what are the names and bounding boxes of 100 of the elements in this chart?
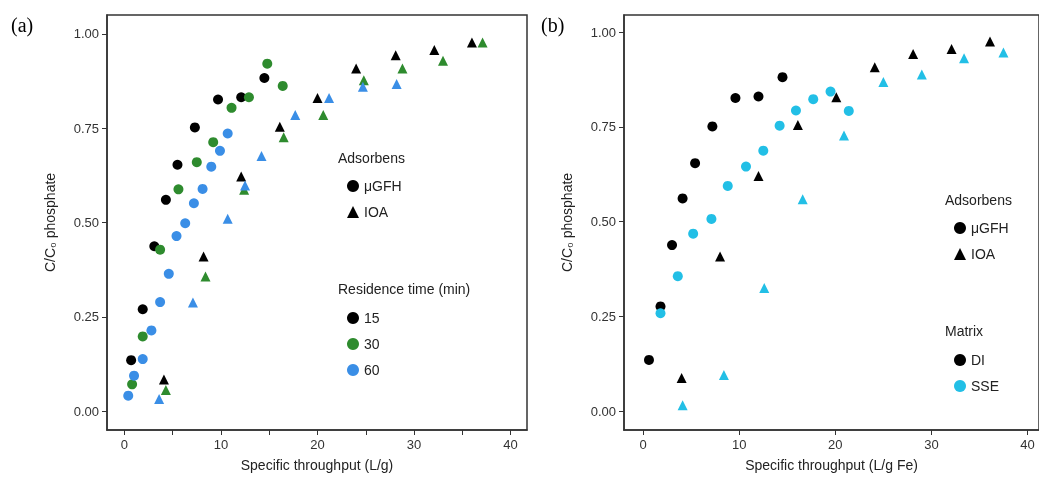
point [677, 193, 688, 204]
y-tick-label: 0.00 [73, 403, 99, 419]
point [171, 231, 182, 242]
point [198, 251, 209, 262]
point [753, 171, 764, 182]
point [312, 93, 323, 103]
point [324, 93, 335, 103]
y-tick-label: 1.00 [73, 26, 99, 42]
y-axis-title: C/C₀ phosphate [559, 172, 575, 273]
point [137, 331, 148, 342]
point [155, 297, 166, 308]
point [946, 44, 957, 55]
point [154, 394, 165, 405]
x-tick-label: 20 [828, 437, 843, 452]
point [790, 105, 801, 116]
point [137, 354, 148, 365]
y-tick-label: 0.25 [73, 309, 99, 325]
y-tick-label: 0.25 [590, 308, 616, 324]
x-tick-label: 0 [639, 437, 647, 452]
point [916, 69, 927, 80]
legend-label: DI [971, 352, 985, 368]
legend-label: 60 [364, 362, 380, 378]
point [259, 73, 270, 83]
point [908, 49, 919, 60]
point [741, 161, 751, 172]
point [213, 94, 224, 105]
point [262, 58, 273, 69]
point [706, 213, 717, 224]
point [869, 62, 880, 73]
point [959, 53, 970, 64]
chart-title: (a) [11, 14, 34, 37]
point [123, 390, 134, 401]
legend-label: μGFH [971, 220, 1009, 236]
point [127, 379, 138, 390]
y-axis-title: C/C₀ phosphate [42, 172, 58, 273]
point [180, 218, 191, 229]
x-tick-label: 30 [406, 437, 422, 452]
x-tick-label: 10 [732, 437, 747, 452]
point [277, 80, 288, 91]
point [792, 119, 803, 130]
x-tick-label: 0 [120, 437, 128, 452]
point [236, 171, 247, 182]
x-tick-label: 40 [503, 437, 518, 452]
point [758, 145, 769, 156]
point [825, 86, 836, 97]
point [189, 122, 200, 133]
point [160, 385, 171, 396]
point [688, 228, 699, 239]
point [831, 92, 842, 103]
chart-title: (b) [541, 14, 565, 37]
point [222, 213, 233, 224]
legend-label: IOA [971, 246, 996, 262]
x-tick-label: 40 [1020, 437, 1035, 452]
legend-title: Matrix [945, 323, 984, 339]
legend-title: Residence time (min) [338, 281, 471, 297]
point [208, 137, 219, 148]
point [985, 36, 996, 47]
point [655, 308, 666, 319]
y-tick-label: 1.00 [590, 24, 616, 40]
y-tick-label: 0.00 [590, 403, 616, 419]
point [730, 93, 741, 103]
point [672, 271, 683, 282]
legend-label: 15 [364, 310, 380, 326]
point [397, 63, 408, 74]
point [290, 109, 301, 120]
point [187, 297, 198, 308]
point [838, 130, 849, 141]
point [774, 120, 785, 131]
point [188, 198, 199, 209]
point [466, 37, 477, 48]
point [172, 159, 183, 170]
point [214, 145, 225, 156]
point [722, 180, 733, 191]
point [222, 128, 233, 139]
legend-label: SSE [971, 378, 1000, 394]
y-tick-label: 0.75 [590, 119, 616, 135]
legend-label: μGFH [364, 178, 402, 194]
point [256, 151, 267, 162]
point [667, 240, 678, 251]
point [160, 194, 171, 205]
point [357, 81, 368, 92]
point [163, 268, 174, 279]
x-tick-label: 30 [924, 437, 939, 452]
point [200, 271, 211, 282]
x-tick-label: 20 [310, 437, 325, 452]
legend-label: 30 [364, 336, 380, 352]
point [676, 373, 687, 384]
annotation: Adsorbens [338, 150, 405, 166]
point [878, 77, 889, 88]
x-axis-title: Specific throughput (L/g Fe) [745, 457, 918, 473]
y-tick-label: 0.50 [73, 215, 99, 230]
point [318, 109, 329, 120]
point [707, 121, 718, 132]
legend-label: IOA [364, 204, 389, 220]
annotation: Adsorbens [945, 192, 1012, 208]
point [137, 304, 148, 315]
point [274, 121, 285, 132]
point [718, 370, 729, 381]
point [146, 325, 157, 336]
point [240, 180, 251, 191]
